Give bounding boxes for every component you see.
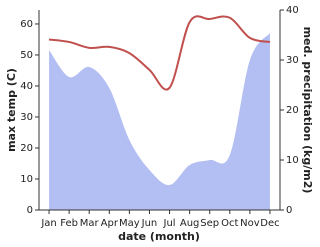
y2-tick-label: 10 <box>286 155 299 166</box>
x-tick-label: Dec <box>260 218 279 229</box>
x-tick-label: Apr <box>101 218 119 229</box>
y2-tick-label: 0 <box>286 205 292 216</box>
x-tick-label: Mar <box>80 218 100 229</box>
x-axis-label: date (month) <box>118 230 200 243</box>
y-tick-label: 40 <box>20 81 33 92</box>
temp-line <box>48 15 271 91</box>
y2-tick-label: 30 <box>286 55 299 66</box>
x-tick-label: Nov <box>240 218 260 229</box>
y-tick-label: 20 <box>20 143 33 154</box>
y-tick-label: 30 <box>20 112 33 123</box>
y-axis-label: max temp (C) <box>5 68 18 152</box>
y2-axis-label: med. precipitation (kg/m2) <box>301 27 314 194</box>
precip-area <box>49 33 270 210</box>
y2-tick-label: 40 <box>286 5 299 16</box>
x-tick-label: Jan <box>40 218 56 229</box>
y-tick-label: 60 <box>20 19 33 30</box>
y2-tick-label: 20 <box>286 105 299 116</box>
y-tick-label: 50 <box>20 50 33 61</box>
y-tick-label: 0 <box>27 205 33 216</box>
y-tick-label: 10 <box>20 174 33 185</box>
x-tick-label: Jul <box>163 218 176 229</box>
x-tick-label: Oct <box>221 218 238 229</box>
x-tick-label: Jun <box>141 218 158 229</box>
x-tick-label: May <box>119 218 140 229</box>
x-tick-label: Sep <box>200 218 219 229</box>
x-tick-label: Aug <box>180 218 200 229</box>
x-tick-label: Feb <box>60 218 78 229</box>
